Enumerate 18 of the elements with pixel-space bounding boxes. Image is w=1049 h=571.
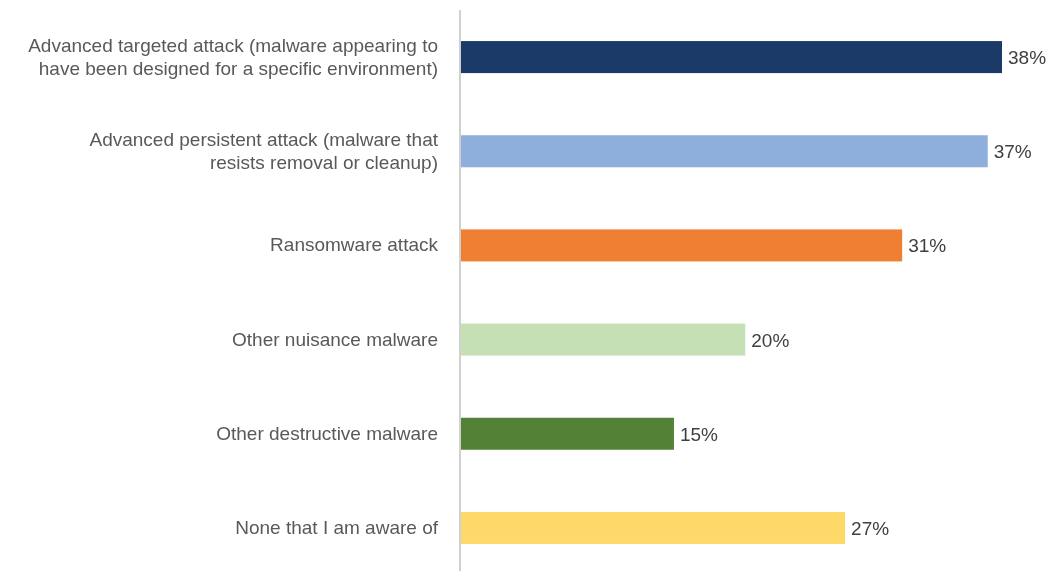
y-tick-label: Other nuisance malware	[232, 328, 438, 350]
data-label: 31%	[908, 235, 947, 257]
data-label: 37%	[993, 141, 1032, 163]
data-label: 20%	[751, 329, 790, 351]
bar	[460, 229, 903, 262]
bar	[460, 135, 988, 168]
data-label: 27%	[851, 517, 890, 539]
data-label: 38%	[1008, 47, 1047, 69]
bar	[460, 417, 674, 450]
bar	[460, 41, 1002, 74]
y-tick-label: Other destructive malware	[216, 422, 438, 444]
y-tick-label: None that I am aware of	[235, 516, 439, 538]
bar	[460, 323, 746, 356]
y-tick-label: Advanced persistent attack (malware that resists removal or cleanup)	[89, 128, 439, 173]
y-tick-label: Advanced targeted attack (malware appearing to have been designed for a specific environment)	[28, 34, 438, 79]
y-tick-label: Ransomware attack	[270, 234, 439, 256]
data-label: 15%	[679, 423, 719, 445]
bar	[460, 511, 846, 544]
